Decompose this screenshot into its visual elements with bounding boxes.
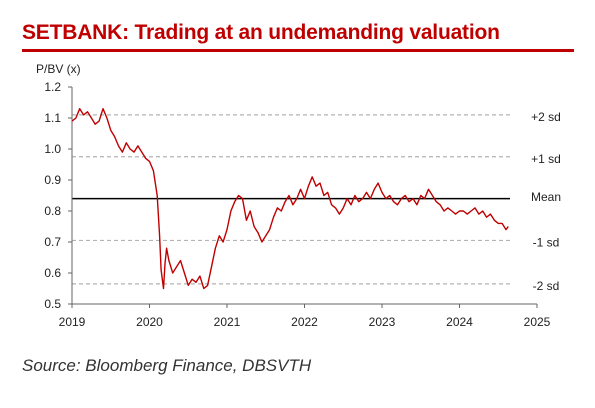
y-tick-label-7: 1.2 bbox=[44, 80, 61, 94]
x-tick-label-4: 2023 bbox=[369, 315, 396, 329]
x-tick-label-1: 2020 bbox=[136, 315, 163, 329]
y-tick-label-1: 0.6 bbox=[44, 266, 61, 280]
reference-label-1: +1 sd bbox=[531, 152, 561, 166]
y-tick-label-2: 0.7 bbox=[44, 235, 61, 249]
source-note: Source: Bloomberg Finance, DBSVTH bbox=[22, 356, 312, 375]
y-tick-label-4: 0.9 bbox=[44, 173, 61, 187]
y-tick-label-5: 1.0 bbox=[44, 142, 61, 156]
x-tick-label-0: 2019 bbox=[59, 315, 86, 329]
reference-label-4: -2 sd bbox=[533, 279, 560, 293]
chart-plot: +2 sd +1 sd Mean -1 sd -2 sd 0.5 0.6 0.7 0.8 0.9 1… bbox=[36, 62, 561, 329]
reference-label-2: Mean bbox=[531, 190, 561, 204]
y-tick-label-0: 0.5 bbox=[44, 297, 61, 311]
reference-label-0: +2 sd bbox=[531, 110, 561, 124]
series-line-pbv bbox=[71, 108, 509, 290]
x-tick-label-5: 2024 bbox=[446, 315, 473, 329]
x-tick-label-3: 2022 bbox=[291, 315, 318, 329]
title-underline bbox=[22, 49, 574, 52]
chart-title: SETBANK: Trading at an undemanding valua… bbox=[22, 21, 500, 44]
x-tick-label-2: 2021 bbox=[214, 315, 241, 329]
reference-label-3: -1 sd bbox=[533, 236, 560, 250]
x-tick-label-6: 2025 bbox=[524, 315, 551, 329]
y-axis-title: P/BV (x) bbox=[36, 62, 81, 76]
y-tick-label-3: 0.8 bbox=[44, 204, 61, 218]
axis-labels: +2 sd +1 sd Mean -1 sd -2 sd 0.5 0.6 0.7 0.8 0.9 1… bbox=[36, 62, 561, 329]
y-tick-label-6: 1.1 bbox=[44, 111, 61, 125]
axes bbox=[68, 86, 538, 308]
